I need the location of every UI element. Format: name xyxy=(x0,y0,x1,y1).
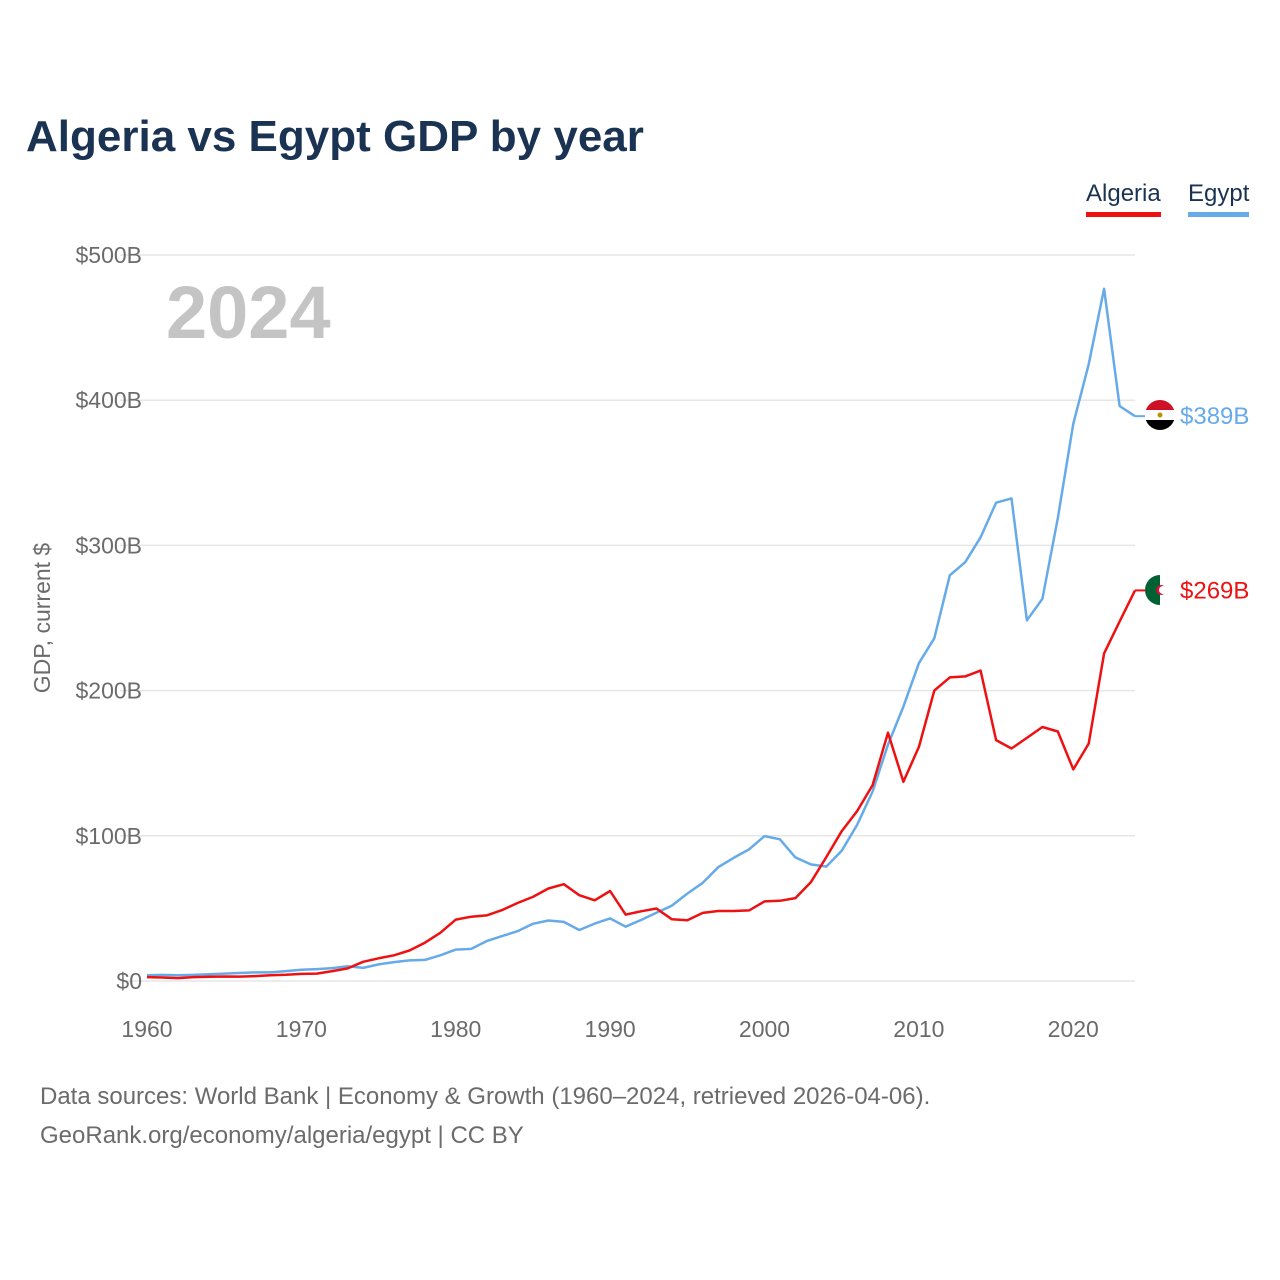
gridlines xyxy=(120,254,1135,982)
source-link[interactable]: GeoRank.org/economy/algeria/egypt | CC B… xyxy=(40,1122,524,1149)
legend-item-algeria[interactable]: Algeria xyxy=(1086,180,1161,217)
series-line-egypt xyxy=(146,287,1136,977)
algeria-flag-icon xyxy=(1145,575,1175,605)
y-tick-label: $400B xyxy=(75,387,142,413)
x-tick-label: 2020 xyxy=(1048,1016,1099,1042)
source-note: Data sources: World Bank | Economy & Gro… xyxy=(40,1083,931,1110)
y-tick-label: $100B xyxy=(75,823,142,849)
y-axis: $0 $100B $200B $300B $400B $500B xyxy=(75,242,142,994)
x-tick-label: 1990 xyxy=(585,1016,636,1042)
x-axis: 1960 1970 1980 1990 2000 2010 2020 xyxy=(121,1016,1098,1042)
y-tick-label: $200B xyxy=(75,678,142,704)
series xyxy=(146,287,1137,980)
y-axis-title: GDP, current $ xyxy=(29,543,55,694)
x-tick-label: 1970 xyxy=(276,1016,327,1042)
x-tick-label: 1980 xyxy=(430,1016,481,1042)
end-labels: $389B $269B xyxy=(1135,403,1249,604)
y-tick-label: $500B xyxy=(75,242,142,268)
end-value-label-egypt: $389B xyxy=(1180,403,1249,430)
year-watermark: 2024 xyxy=(166,271,331,354)
egypt-flag-icon xyxy=(1145,400,1175,430)
series-line-algeria xyxy=(146,589,1137,980)
y-tick-label: $0 xyxy=(116,968,142,994)
x-tick-label: 2000 xyxy=(739,1016,790,1042)
legend-item-egypt[interactable]: Egypt xyxy=(1188,180,1250,217)
x-tick-label: 2010 xyxy=(893,1016,944,1042)
end-value-label-algeria: $269B xyxy=(1180,577,1249,604)
x-tick-label: 1960 xyxy=(121,1016,172,1042)
y-tick-label: $300B xyxy=(75,532,142,558)
page-title: Algeria vs Egypt GDP by year xyxy=(26,112,644,161)
line-chart: 2024 $0 $100B $200B $300B $400B $500B 1960 197… xyxy=(29,242,1249,1042)
